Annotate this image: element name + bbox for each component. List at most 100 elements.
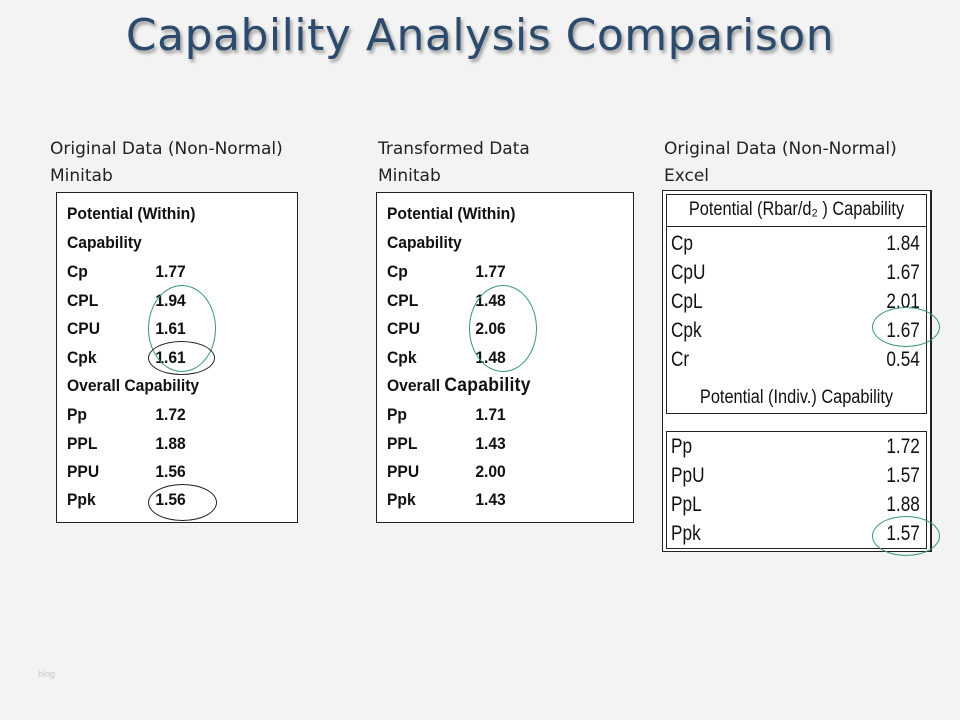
stat-label: PPL <box>67 434 98 453</box>
column-heading-minitab-transformed: Transformed Data Minitab <box>378 136 530 190</box>
excel-stat-row: Cr 0.54 <box>671 345 920 374</box>
section-heading-part: Capability <box>444 375 531 396</box>
stat-row: PPU 1.56 <box>67 459 186 485</box>
slide-title: Capability Analysis Comparison <box>125 10 835 61</box>
stat-value: 2.06 <box>475 319 506 338</box>
stat-row: CPL 1.94 <box>67 288 186 314</box>
stat-row: CPL 1.48 <box>387 288 506 314</box>
excel-stat-row: CpL 2.01 <box>671 287 920 316</box>
stat-value: 1.88 <box>886 493 920 516</box>
stat-label: Pp <box>387 405 407 424</box>
stat-label: Cr <box>671 348 690 371</box>
column-subheading-text: Minitab <box>50 166 113 186</box>
excel-panel: Potential (Rbar/d₂ ) Capability Cp 1.84 C… <box>662 190 932 552</box>
stat-value: 1.56 <box>155 462 186 481</box>
stat-label: Pp <box>671 435 693 458</box>
stat-label: Cpk <box>671 319 702 342</box>
stat-label: PPU <box>67 462 100 481</box>
stat-row: PPL 1.43 <box>387 431 506 457</box>
stat-label: PPL <box>387 434 418 453</box>
section-heading: Overall Capability <box>67 376 200 395</box>
minitab-original-panel: Potential (Within) Capability Cp 1.77 CPL… <box>56 192 298 523</box>
stat-row: Cpk 1.61 <box>67 345 186 371</box>
stat-label: Ppk <box>671 522 701 545</box>
stat-value: 1.77 <box>475 262 506 281</box>
excel-table-header: Potential (Indiv.) Capability <box>699 387 894 408</box>
stat-label: Cp <box>387 262 408 281</box>
stat-row: Cp 1.77 <box>387 259 506 285</box>
stat-value: 1.43 <box>475 434 506 453</box>
stat-value: 1.77 <box>155 262 186 281</box>
stat-value: 1.72 <box>155 405 186 424</box>
stat-row: CPU 2.06 <box>387 316 506 342</box>
column-heading-text: Transformed Data <box>378 139 530 159</box>
section-heading: Potential (Within) <box>387 204 516 223</box>
stat-label: CpU <box>671 261 706 284</box>
stat-value: 1.84 <box>886 232 920 255</box>
column-subheading-text: Minitab <box>378 166 441 186</box>
stat-label: CPL <box>387 291 419 310</box>
stat-row: Cp 1.77 <box>67 259 186 285</box>
stat-label: CpL <box>671 290 703 313</box>
stat-value: 1.57 <box>886 464 920 487</box>
stat-label: Cp <box>67 262 88 281</box>
excel-potential-indiv-table: Pp 1.72 PpU 1.57 PpL 1.88 Ppk 1.57 <box>666 431 927 549</box>
stat-label: Pp <box>67 405 87 424</box>
stat-row: Ppk 1.56 <box>67 487 186 513</box>
stat-row: Pp 1.71 <box>387 402 506 428</box>
stat-row: PPL 1.88 <box>67 431 186 457</box>
stat-value: 1.67 <box>886 319 920 342</box>
section-heading: Capability <box>387 233 462 252</box>
stat-value: 1.94 <box>155 291 186 310</box>
stat-label: CPU <box>387 319 421 338</box>
stat-value: 1.43 <box>475 490 506 509</box>
excel-stat-row: Pp 1.72 <box>671 432 920 461</box>
excel-stat-row: PpU 1.57 <box>671 461 920 490</box>
stat-label: Cpk <box>67 348 97 367</box>
stat-row: Cpk 1.48 <box>387 345 506 371</box>
excel-stat-row: CpU 1.67 <box>671 258 920 287</box>
stat-label: CPU <box>67 319 101 338</box>
excel-header-row: Potential (Rbar/d₂ ) Capability <box>667 195 926 227</box>
column-subheading-text: Excel <box>664 166 710 186</box>
stat-value: 1.72 <box>886 435 920 458</box>
column-heading-text: Original Data (Non-Normal) <box>664 139 897 159</box>
excel-table-header: Potential (Rbar/d₂ ) Capability <box>688 199 905 220</box>
stat-label: Ppk <box>387 490 416 509</box>
excel-potential-rbar-table: Potential (Rbar/d₂ ) Capability Cp 1.84 C… <box>666 194 927 414</box>
minitab-transformed-panel: Potential (Within) Capability Cp 1.77 CPL… <box>376 192 634 523</box>
stat-label: Cpk <box>387 348 417 367</box>
stat-label: PpL <box>671 493 702 516</box>
stat-row: Pp 1.72 <box>67 402 186 428</box>
stat-value: 0.54 <box>886 348 920 371</box>
stat-label: PpU <box>671 464 705 487</box>
excel-stat-row: Ppk 1.57 <box>671 519 920 548</box>
stat-row: CPU 1.61 <box>67 316 186 342</box>
column-heading-text: Original Data (Non-Normal) <box>50 139 283 159</box>
stat-value: 2.00 <box>475 462 506 481</box>
excel-stat-row: PpL 1.88 <box>671 490 920 519</box>
stat-label: Cp <box>671 232 694 255</box>
stat-value: 1.56 <box>155 490 186 509</box>
stat-value: 1.57 <box>886 522 920 545</box>
stat-row: PPU 2.00 <box>387 459 506 485</box>
section-heading: Capability <box>67 233 142 252</box>
stat-value: 1.67 <box>886 261 920 284</box>
stat-label: PPU <box>387 462 420 481</box>
stat-value: 1.48 <box>475 291 506 310</box>
stat-label: CPL <box>67 291 99 310</box>
stat-value: 2.01 <box>886 290 920 313</box>
stat-value: 1.61 <box>155 319 186 338</box>
stat-value: 1.88 <box>155 434 186 453</box>
section-heading: Overall Capability <box>387 373 531 399</box>
excel-stat-row: Cpk 1.67 <box>671 316 920 345</box>
section-heading: Potential (Within) <box>67 204 196 223</box>
section-heading-part: Overall <box>387 376 441 395</box>
stat-value: 1.71 <box>475 405 506 424</box>
stat-row: Ppk 1.43 <box>387 487 506 513</box>
column-heading-excel: Original Data (Non-Normal) Excel <box>664 136 897 190</box>
stat-label: Ppk <box>67 490 96 509</box>
stat-value: 1.61 <box>155 348 186 367</box>
excel-stat-row: Cp 1.84 <box>671 229 920 258</box>
stat-value: 1.48 <box>475 348 506 367</box>
